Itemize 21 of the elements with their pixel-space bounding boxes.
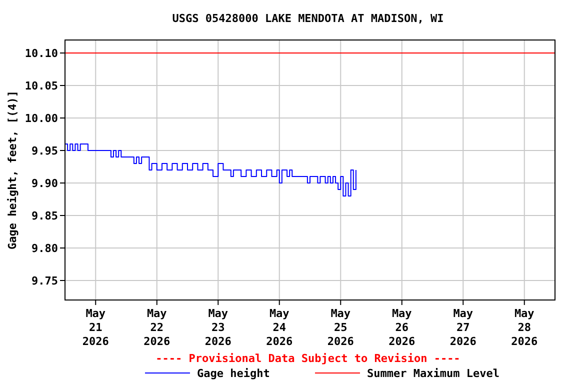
y-axis-title: Gage height, feet, [(4)] bbox=[6, 90, 19, 250]
y-tick-label: 9.85 bbox=[32, 210, 58, 222]
text: ---- Provisional Data Subject to Revision ---- bbox=[156, 352, 460, 365]
y-tick-label: 9.95 bbox=[32, 144, 58, 158]
chart-title: USGS 05428000 LAKE MENDOTA AT MADISON, WI bbox=[172, 12, 444, 25]
x-tick-label: May 22 2026 bbox=[144, 307, 170, 348]
x-tick-label: May 24 2026 bbox=[266, 307, 293, 348]
x-tick-label: May 26 2026 bbox=[388, 307, 416, 348]
x-tick-label: May 28 2026 bbox=[511, 307, 538, 348]
y-tick-label: 9.75 bbox=[32, 274, 58, 288]
y-tick-label: 9.90 bbox=[32, 177, 58, 190]
x-tick-label: May 21 2026 bbox=[82, 307, 110, 348]
x-tick-label: May 23 2026 bbox=[204, 307, 232, 348]
y-tick-label: 9.80 bbox=[32, 242, 58, 255]
y-tick-label: 10.05 bbox=[24, 80, 58, 92]
x-tick-label: May 27 2026 bbox=[450, 307, 477, 348]
y-tick-label: 10.00 bbox=[24, 112, 58, 125]
legend-label: Gage height bbox=[197, 367, 270, 380]
y-tick-label: 10.10 bbox=[24, 47, 58, 60]
legend-label: Summer Maximum Level bbox=[367, 367, 500, 380]
x-tick-label: May 25 2026 bbox=[327, 307, 354, 348]
